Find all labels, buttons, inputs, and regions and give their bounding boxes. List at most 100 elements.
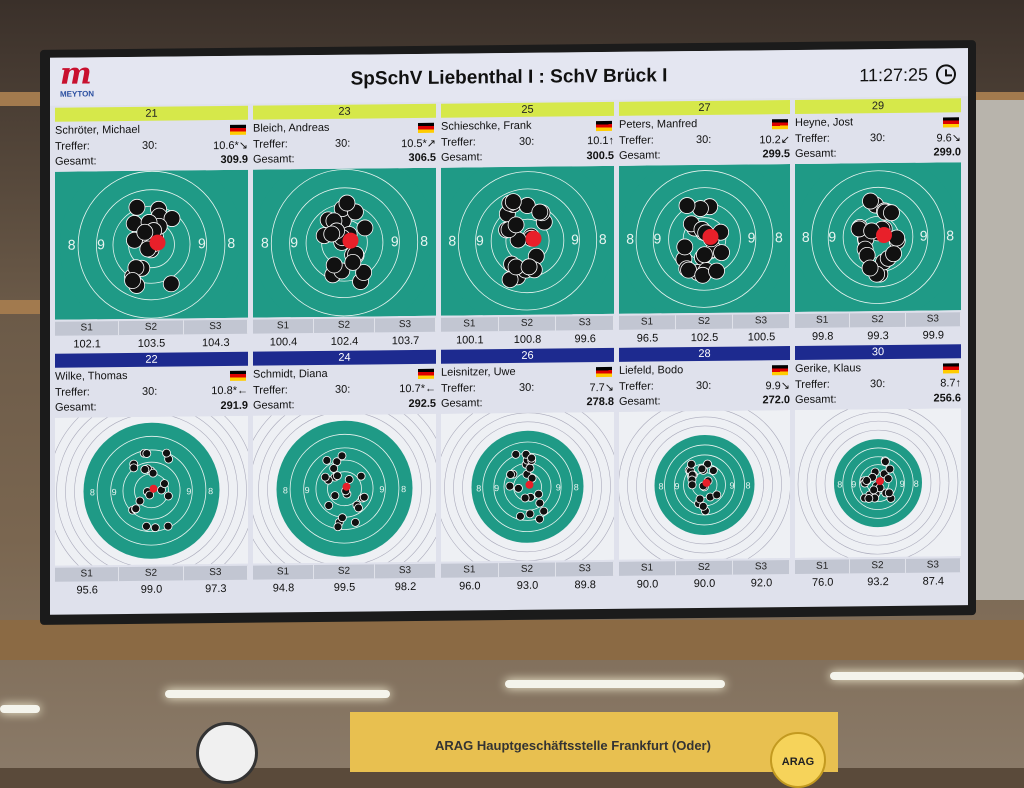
series-label-s1: S1: [441, 563, 499, 578]
shot-count: 30:: [142, 385, 158, 398]
germany-flag-icon: [772, 119, 788, 130]
series-values: 90.0 90.0 92.0: [619, 575, 790, 593]
shot-count: 30:: [870, 378, 886, 391]
clock-icon: [936, 64, 956, 85]
shooter-name: Bleich, Andreas: [253, 121, 330, 135]
shot-count: 30:: [142, 139, 158, 152]
lane-panel: 29 Heyne, Jost Treffer: 30: 9.6↘ Gesamt:…: [795, 98, 961, 345]
svg-text:9: 9: [920, 228, 928, 244]
germany-flag-icon: [230, 370, 246, 381]
shooter-name: Gerike, Klaus: [795, 362, 862, 375]
series-value-s2: 93.0: [516, 579, 539, 592]
last-shot-value: 8.7↑: [940, 377, 961, 390]
last-shot-value: 10.5*↗: [401, 137, 436, 151]
series-values: 94.8 99.5 98.2: [253, 579, 436, 597]
total-score: 291.9: [220, 399, 248, 413]
gesamt-label: Gesamt:: [55, 155, 97, 168]
svg-text:8: 8: [837, 480, 842, 490]
shot-count: 30:: [870, 132, 886, 145]
lane-panel: 30 Gerike, Klaus Treffer: 30: 8.7↑ Gesam…: [795, 344, 961, 591]
match-title: SpSchV Liebenthal I : SchV Brück I: [350, 65, 668, 90]
svg-text:9: 9: [729, 481, 734, 491]
series-value-s1: 95.6: [76, 584, 98, 597]
svg-text:9: 9: [112, 487, 117, 497]
lane-number: 29: [795, 98, 961, 114]
shot-count: 30:: [696, 133, 712, 147]
last-shot-value: 10.6*↘: [213, 139, 248, 153]
series-label-s2: S2: [119, 566, 184, 582]
clock-time: 11:27:25: [859, 64, 928, 86]
svg-text:9: 9: [391, 233, 399, 249]
series-header: S1 S2 S3: [619, 314, 790, 330]
series-label-s1: S1: [619, 315, 676, 330]
svg-text:8: 8: [599, 231, 607, 247]
treffer-label: Treffer:: [253, 384, 288, 397]
svg-text:8: 8: [914, 479, 919, 489]
series-label-s3: S3: [905, 312, 961, 327]
svg-text:8: 8: [401, 484, 406, 494]
gesamt-label: Gesamt:: [441, 397, 483, 410]
series-label-s3: S3: [183, 319, 248, 335]
last-shot-value: 9.9↘: [765, 380, 790, 393]
gesamt-label: Gesamt:: [619, 149, 661, 162]
series-value-s2: 99.3: [867, 330, 889, 343]
total-score: 278.8: [586, 395, 614, 409]
shooter-name: Wilke, Thomas: [55, 369, 128, 383]
gesamt-label: Gesamt:: [55, 401, 97, 414]
svg-text:8: 8: [476, 483, 481, 493]
lane-panel: 27 Peters, Manfred Treffer: 30: 10.2↙ Ge…: [619, 100, 790, 347]
svg-text:8: 8: [261, 235, 269, 251]
series-label-s3: S3: [905, 558, 961, 573]
series-value-s1: 102.1: [73, 338, 101, 351]
gesamt-label: Gesamt:: [795, 147, 837, 160]
germany-flag-icon: [943, 117, 959, 128]
series-header: S1 S2 S3: [441, 315, 615, 332]
series-label-s1: S1: [795, 559, 851, 574]
svg-text:9: 9: [674, 481, 679, 491]
series-label-s3: S3: [183, 565, 248, 581]
svg-text:8: 8: [208, 486, 213, 496]
series-label-s2: S2: [498, 316, 557, 332]
series-value-s3: 87.4: [922, 575, 945, 588]
shot-count: 30:: [335, 383, 351, 396]
series-value-s1: 96.0: [459, 580, 481, 593]
gesamt-label: Gesamt:: [253, 153, 295, 166]
shooter-name: Schieschke, Frank: [441, 119, 532, 133]
series-header: S1 S2 S3: [55, 565, 248, 582]
svg-text:8: 8: [448, 233, 456, 249]
arag-logo: ARAG: [770, 732, 826, 788]
svg-text:9: 9: [571, 231, 579, 247]
svg-text:9: 9: [828, 229, 836, 245]
series-label-s2: S2: [119, 320, 184, 336]
series-header: S1 S2 S3: [795, 312, 961, 328]
series-label-s3: S3: [375, 563, 436, 579]
svg-text:8: 8: [283, 485, 288, 495]
treffer-label: Treffer:: [795, 132, 830, 145]
series-label-s1: S1: [253, 319, 314, 334]
series-value-s1: 100.4: [269, 336, 298, 349]
total-score: 306.5: [408, 151, 436, 165]
series-label-s1: S1: [441, 317, 499, 332]
series-value-s1: 90.0: [636, 578, 659, 591]
total-score: 300.5: [586, 149, 614, 163]
series-label-s2: S2: [676, 560, 733, 576]
series-label-s3: S3: [556, 315, 615, 331]
last-shot-value: 10.7*←: [399, 382, 436, 396]
series-header: S1 S2 S3: [441, 561, 615, 578]
series-value-s1: 99.8: [811, 330, 834, 343]
svg-text:8: 8: [90, 487, 95, 497]
lane-number: 23: [253, 103, 436, 120]
lane-panel: 28 Liefeld, Bodo Treffer: 30: 9.9↘ Gesam…: [619, 346, 790, 593]
series-label-s2: S2: [314, 318, 375, 334]
svg-text:8: 8: [227, 235, 235, 251]
lane-number: 21: [55, 105, 248, 122]
series-value-s3: 104.3: [202, 336, 230, 350]
series-value-s2: 102.5: [690, 331, 719, 345]
svg-text:9: 9: [305, 485, 310, 495]
series-values: 100.1 100.8 99.6: [441, 331, 614, 349]
treffer-label: Treffer:: [619, 134, 654, 147]
